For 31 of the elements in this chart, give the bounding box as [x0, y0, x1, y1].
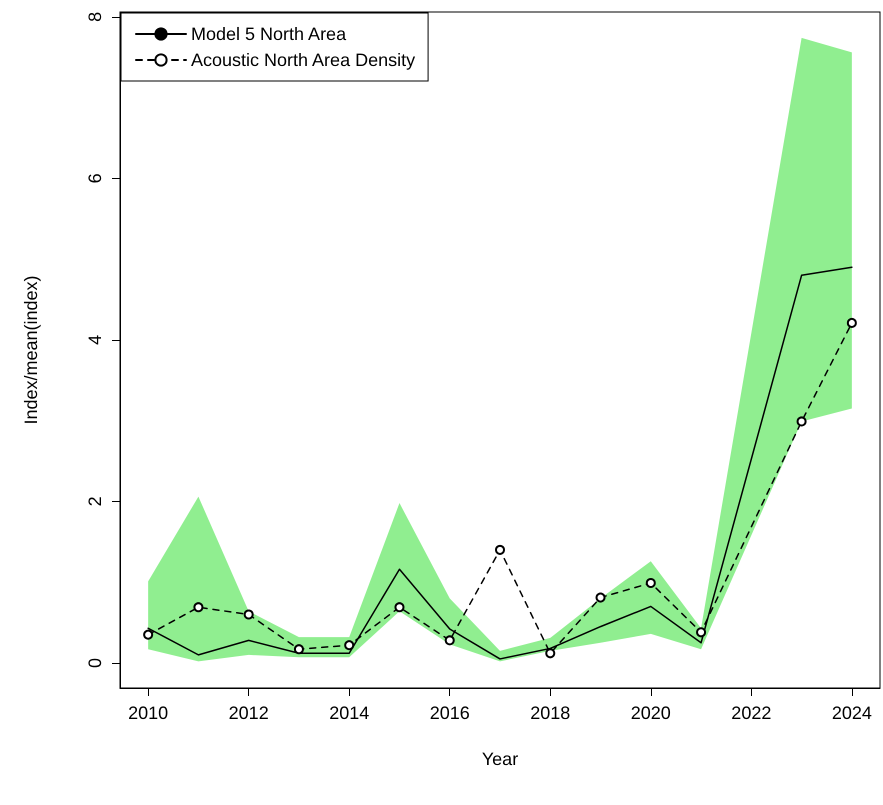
point	[596, 592, 606, 603]
y-tick-label: 8	[85, 12, 105, 22]
y-axis-title: Index/mean(index)	[21, 275, 41, 425]
point	[646, 578, 656, 588]
y-tick-label: 6	[85, 173, 105, 184]
x-axis-title: Year	[482, 749, 518, 769]
x-tick-label: 2020	[630, 703, 671, 723]
point	[796, 416, 807, 426]
y-tick-label: 0	[85, 658, 105, 668]
point	[294, 644, 304, 654]
x-tick-label: 2012	[228, 703, 269, 723]
point	[545, 648, 556, 658]
x-tick-label: 2016	[430, 703, 470, 723]
x-tick-label: 2024	[832, 703, 872, 723]
point	[846, 318, 857, 328]
y-tick-label: 4	[85, 334, 105, 345]
point	[244, 610, 254, 620]
point	[193, 602, 204, 612]
x-tick-label: 2022	[731, 703, 772, 723]
y-tick-label: 2	[85, 496, 105, 506]
point	[495, 544, 505, 555]
x-tick-label: 2014	[329, 703, 370, 723]
point	[696, 627, 706, 638]
legend-label: Acoustic North Area Density	[191, 50, 416, 70]
x-tick-label: 2010	[128, 703, 168, 723]
point	[394, 602, 404, 612]
point	[143, 630, 154, 640]
legend-label: Model 5 North Area	[191, 24, 348, 44]
x-tick-label: 2018	[530, 703, 570, 723]
point	[444, 635, 455, 646]
point	[344, 640, 354, 650]
